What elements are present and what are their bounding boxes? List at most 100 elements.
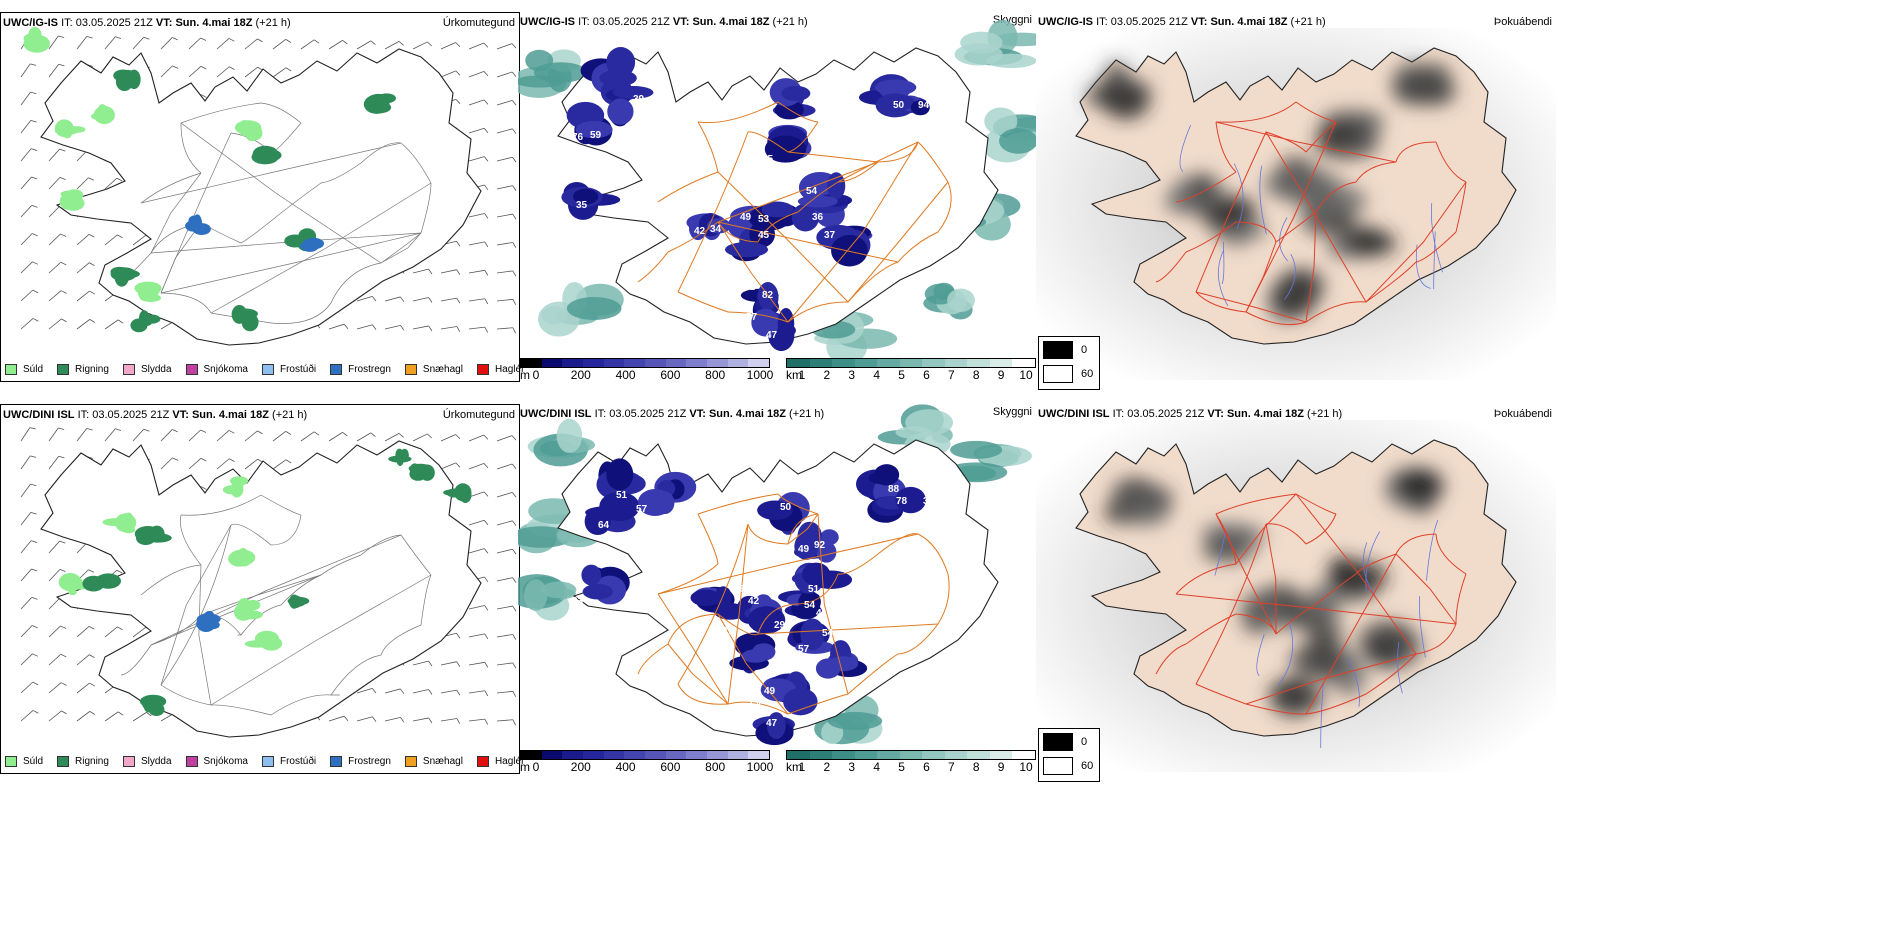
legend-swatch (57, 364, 70, 375)
scale-tick: 0 (532, 760, 540, 774)
scale-tick: 10 (1019, 760, 1033, 774)
scale-step (541, 359, 563, 367)
scale-step (645, 359, 666, 367)
scale-step (922, 359, 945, 367)
legend-label: Súld (23, 364, 44, 375)
legend-swatch (330, 756, 343, 767)
cloudbase-value: 59 (590, 130, 602, 141)
legend-item: Frostúði (261, 364, 316, 375)
scale-step (899, 751, 923, 759)
scale-bar (520, 750, 770, 760)
scale-unit: km (786, 760, 802, 774)
fog-legend: 0 60 (1038, 336, 1101, 390)
fog-map (1036, 420, 1556, 772)
scale-tick: 3 (848, 760, 856, 774)
scale-step (944, 359, 968, 367)
legend-item: Slydda (122, 364, 172, 375)
scale-step (562, 359, 584, 367)
field-name: Þokuábendi (1493, 16, 1552, 28)
cloudbase-value: 49 (764, 686, 776, 697)
cloudbase-value: 45 (758, 230, 770, 241)
cloudbase-value: 54 (638, 122, 650, 133)
legend-label: Haglél (494, 756, 524, 767)
scale-tick: 2 (823, 760, 831, 774)
scale-tick: 1000 (746, 760, 774, 774)
fog-legend-label: 0 (1081, 344, 1088, 356)
precip-map (20, 427, 517, 738)
cloudbase-value: 34 (710, 224, 722, 235)
scale-step (787, 359, 810, 367)
fog-legend-swatch (1043, 757, 1073, 775)
scale-step (899, 359, 923, 367)
legend-item: Frostúði (261, 756, 317, 767)
scale-step (665, 751, 687, 759)
legend-item: Súld (5, 756, 43, 767)
cloudbase-value: 37 (722, 626, 734, 637)
cloudbase-visibility-panel-bottom: UWC/DINI ISL IT: 03.05.2025 21Z VT: Sun.… (518, 404, 1036, 774)
legend-label: Frostúði (279, 756, 317, 767)
scale-tick: 10 (1019, 368, 1033, 382)
scale-step (944, 751, 968, 759)
scale-tick: 600 (660, 368, 681, 382)
cloudbase-value: 49 (798, 544, 810, 555)
cloudbase-value: 51 (616, 490, 628, 501)
cloudbase-value: 48 (648, 68, 660, 79)
legend-item: Snæhagl (404, 756, 463, 767)
scale-step (832, 359, 855, 367)
legend-item: Slydda (122, 756, 172, 767)
panel-title: UWC/DINI ISL IT: 03.05.2025 21Z VT: Sun.… (3, 409, 308, 421)
scale-tick: 6 (923, 760, 930, 774)
scale-tick: 400 (615, 368, 636, 382)
panel-title: UWC/IG-IS IT: 03.05.2025 21Z VT: Sun. 4.… (520, 16, 808, 28)
scale-unit: m (520, 760, 530, 774)
legend-swatch (261, 364, 274, 375)
legend-item: Snjókoma (185, 756, 248, 767)
scale-step (877, 751, 900, 759)
legend-item: Frostregn (330, 756, 391, 767)
visibility-map (518, 19, 1036, 365)
scale-tick: 200 (570, 368, 591, 382)
panel-title: UWC/DINI ISL IT: 03.05.2025 21Z VT: Sun.… (1038, 408, 1343, 420)
cloudbase-value: 42 (694, 226, 706, 237)
cloudbase-value: 88 (888, 484, 900, 495)
scale-step (603, 751, 625, 759)
cloudbase-value: 164 (852, 630, 869, 641)
legend-swatch (404, 364, 417, 375)
scale-step (854, 751, 878, 759)
legend-label: Slydda (140, 756, 172, 767)
cloudbase-value: 57 (636, 504, 648, 515)
fog-legend-row: 0 (1043, 733, 1093, 751)
scale-step (967, 751, 990, 759)
cloudbase-visibility-panel-top: UWC/IG-IS IT: 03.05.2025 21Z VT: Sun. 4.… (518, 12, 1036, 382)
cloudbase-value: 76 (572, 132, 584, 143)
fog-panel-top: UWC/IG-IS IT: 03.05.2025 21Z VT: Sun. 4.… (1036, 12, 1556, 390)
cloudbase-value: 47 (766, 718, 778, 729)
scale-step (989, 751, 1013, 759)
scale-tick: 8 (972, 760, 980, 774)
cloudbase-value: 49 (740, 212, 752, 223)
scale-unit: m (520, 368, 530, 382)
legend-swatch (261, 756, 274, 767)
legend-item: Frostregn (330, 364, 391, 375)
legend-swatch (122, 364, 135, 375)
cloudbase-value: 16 (660, 102, 672, 113)
scale-step (665, 359, 687, 367)
legend-label: Snæhagl (422, 756, 463, 767)
cloudbase-value: 33 (572, 596, 584, 607)
panel-title: UWC/DINI ISL IT: 03.05.2025 21Z VT: Sun.… (520, 408, 825, 420)
scale-step (686, 359, 708, 367)
legend-swatch (476, 756, 489, 767)
scale-tick: 9 (997, 368, 1005, 382)
scale-step (1012, 751, 1036, 759)
cloudbase-value: 39 (633, 94, 645, 105)
scale-step (1012, 359, 1036, 367)
precip-panel-bottom: UWC/DINI ISL IT: 03.05.2025 21Z VT: Sun.… (0, 404, 524, 774)
scale-tick: 1000 (746, 368, 774, 382)
scale-step (809, 751, 833, 759)
scale-step (686, 751, 708, 759)
legend-swatch (57, 756, 70, 767)
cloudbase-value: 78 (896, 496, 908, 507)
cloudbase-value: 39 (923, 496, 935, 507)
cloudbase-value: 61 (743, 682, 755, 693)
legend-label: Snæhagl (422, 364, 463, 375)
